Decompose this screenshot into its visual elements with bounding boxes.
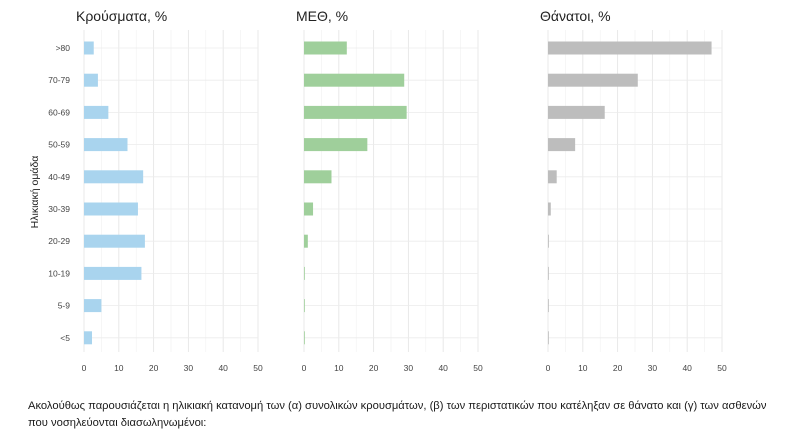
category-label: <5 (60, 333, 70, 343)
bar (548, 266, 549, 280)
x-tick-label: 50 (253, 363, 263, 373)
x-tick-label: 30 (648, 363, 658, 373)
x-tick-label: 20 (613, 363, 623, 373)
x-tick-label: 0 (82, 363, 87, 373)
category-label: 30-39 (48, 204, 70, 214)
category-label: 70-79 (48, 75, 70, 85)
x-tick-label: 40 (438, 363, 448, 373)
panel-title: Κρούσματα, % (76, 8, 167, 24)
bar (84, 41, 94, 55)
bar (84, 170, 144, 184)
grid-layer (83, 30, 723, 352)
bar (304, 299, 305, 313)
bar (304, 73, 405, 87)
bar (304, 138, 368, 152)
category-label: 10-19 (48, 268, 70, 278)
bar (304, 266, 305, 280)
bars-layer (84, 41, 712, 345)
x-tick-label: 20 (369, 363, 379, 373)
bar (84, 331, 93, 345)
category-label: 20-29 (48, 236, 70, 246)
x-tick-label: 50 (717, 363, 727, 373)
bar (548, 299, 549, 313)
labels-layer: >80 70-79 60-69 50-59 40-49 30-39 20-29 10-19 5-… (48, 8, 727, 373)
age-distribution-chart: >80 70-79 60-69 50-59 40-49 30-39 20-29 10-19 5-… (29, 8, 727, 373)
category-label: 5-9 (58, 301, 71, 311)
bar (84, 202, 138, 216)
bar (548, 105, 605, 119)
x-tick-label: 30 (404, 363, 414, 373)
bar (84, 266, 142, 280)
x-tick-label: 0 (302, 363, 307, 373)
bar (304, 331, 305, 345)
bar (548, 234, 549, 248)
category-label: 60-69 (48, 107, 70, 117)
bar (84, 105, 109, 119)
figure-caption: Ακολούθως παρουσιάζεται η ηλικιακή καταν… (28, 400, 767, 429)
x-tick-label: 10 (578, 363, 588, 373)
bar (548, 138, 576, 152)
bar (304, 41, 347, 55)
bar (304, 234, 308, 248)
x-tick-label: 0 (546, 363, 551, 373)
bar (84, 73, 98, 87)
category-label: 50-59 (48, 140, 70, 150)
x-tick-label: 50 (473, 363, 483, 373)
x-tick-label: 40 (682, 363, 692, 373)
bar (304, 202, 314, 216)
bar (84, 234, 145, 248)
x-tick-label: 10 (334, 363, 344, 373)
bar (548, 331, 549, 345)
bar (548, 170, 557, 184)
x-tick-label: 10 (114, 363, 124, 373)
x-tick-label: 30 (184, 363, 194, 373)
bar (548, 41, 712, 55)
category-label: >80 (56, 43, 71, 53)
bar (548, 202, 551, 216)
bar (84, 138, 128, 152)
y-axis-title: Ηλικιακή ομάδα (29, 156, 41, 229)
category-label: 40-49 (48, 172, 70, 182)
panel-title: Θάνατοι, % (540, 8, 611, 24)
bar (304, 170, 332, 184)
bar (304, 105, 407, 119)
bar (548, 73, 638, 87)
panel-title: ΜΕΘ, % (296, 8, 348, 24)
x-tick-label: 20 (149, 363, 159, 373)
x-tick-label: 40 (218, 363, 228, 373)
bar (84, 299, 102, 313)
